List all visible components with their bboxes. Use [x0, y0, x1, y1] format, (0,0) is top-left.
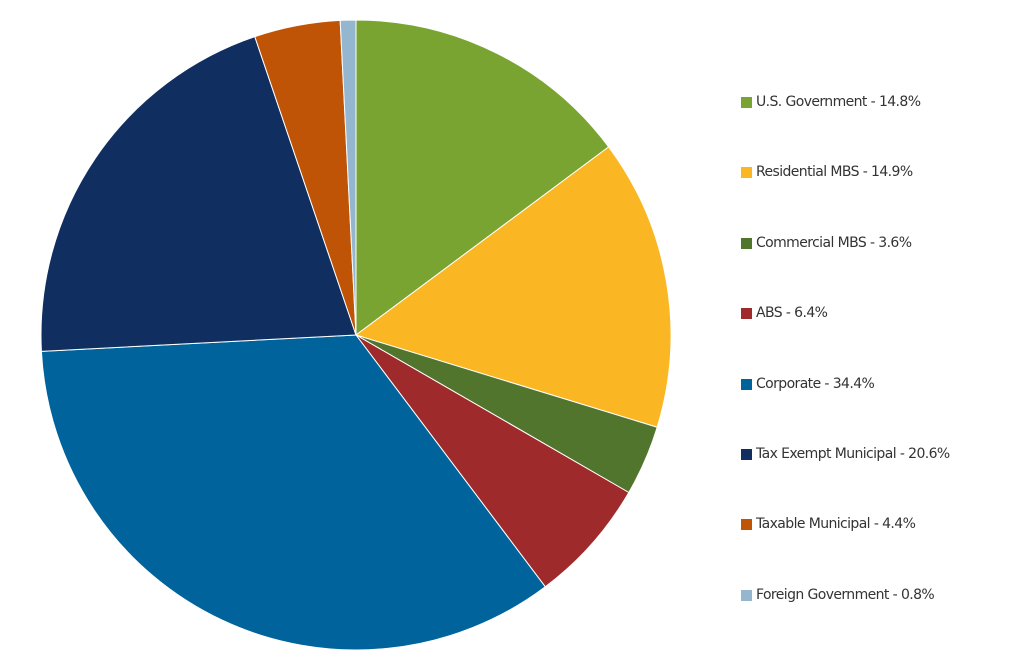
pie-slice-residential-mbs [355, 146, 672, 428]
legend-swatch-foreign-government [741, 589, 752, 601]
legend-label-taxable-municipal: Taxable Municipal - 4.4% [756, 516, 916, 533]
legend-label-commercial-mbs: Commercial MBS - 3.6% [756, 234, 912, 251]
pie-slice-abs [355, 334, 630, 588]
pie-slice-foreign-government [339, 19, 357, 336]
legend-item-residential-mbs: Residential MBS - 14.9% [741, 162, 950, 232]
legend-label-residential-mbs: Residential MBS - 14.9% [756, 164, 913, 181]
legend-label-foreign-government: Foreign Government - 0.8% [756, 586, 935, 603]
legend-swatch-residential-mbs [741, 167, 752, 179]
legend-item-tax-exempt-municipal: Tax Exempt Municipal - 20.6% [741, 444, 950, 514]
pie-slice-u-s-government [355, 19, 610, 336]
legend-item-foreign-government: Foreign Government - 0.8% [741, 585, 950, 655]
legend-swatch-abs [741, 308, 752, 320]
legend-swatch-taxable-municipal [741, 519, 752, 531]
legend-swatch-tax-exempt-municipal [741, 448, 752, 460]
legend-item-abs: ABS - 6.4% [741, 303, 950, 373]
legend-item-corporate: Corporate - 34.4% [741, 374, 950, 444]
legend-item-commercial-mbs: Commercial MBS - 3.6% [741, 233, 950, 303]
legend-label-us-government: U.S. Government - 14.8% [756, 94, 921, 110]
legend-swatch-us-government [741, 97, 752, 108]
pie-chart [40, 19, 672, 651]
legend: U.S. Government - 14.8% Residential MBS … [741, 92, 950, 655]
legend-item-taxable-municipal: Taxable Municipal - 4.4% [741, 514, 950, 584]
legend-label-tax-exempt-municipal: Tax Exempt Municipal - 20.6% [756, 445, 950, 462]
legend-swatch-commercial-mbs [741, 237, 752, 249]
legend-item-us-government: U.S. Government - 14.8% [741, 92, 950, 162]
pie-slice-corporate [40, 334, 546, 651]
legend-label-abs: ABS - 6.4% [756, 305, 828, 322]
legend-label-corporate: Corporate - 34.4% [756, 375, 875, 392]
pie-slice-tax-exempt-municipal [40, 36, 357, 352]
legend-swatch-corporate [741, 378, 752, 390]
